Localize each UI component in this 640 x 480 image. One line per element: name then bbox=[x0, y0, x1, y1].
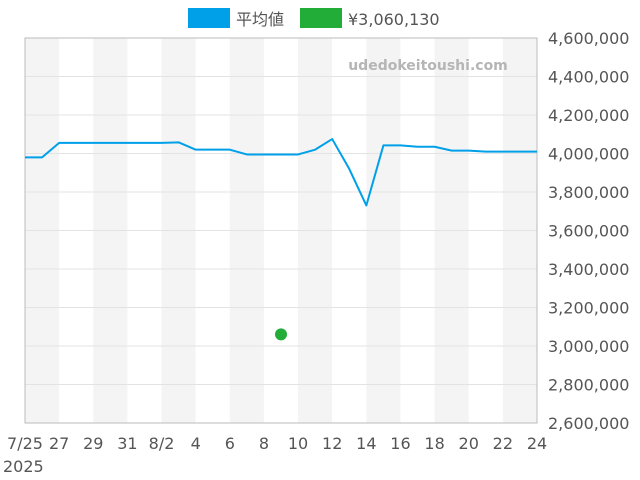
y-tick-label: 3,600,000 bbox=[548, 222, 629, 241]
x-year-label: 2025 bbox=[3, 457, 44, 476]
x-tick-label: 29 bbox=[83, 434, 103, 453]
series-line-average bbox=[25, 138, 537, 207]
x-axis: 7/25 27 29 31 8/2 4 6 8 10 12 14 16 18 20 22 24 2025 bbox=[3, 434, 547, 476]
x-tick-label: 8/2 bbox=[149, 434, 175, 453]
x-tick-label: 16 bbox=[390, 434, 410, 453]
legend-label-price[interactable]: ¥3,060,130 bbox=[348, 10, 440, 29]
x-tick-label: 4 bbox=[191, 434, 201, 453]
x-tick-label: 20 bbox=[459, 434, 479, 453]
y-tick-label: 3,400,000 bbox=[548, 260, 629, 279]
x-tick-label: 12 bbox=[322, 434, 342, 453]
x-tick-label: 14 bbox=[356, 434, 376, 453]
y-tick-label: 4,200,000 bbox=[548, 106, 629, 125]
x-tick-label: 31 bbox=[117, 434, 137, 453]
plot-border bbox=[24, 37, 538, 424]
x-tick-label: 24 bbox=[527, 434, 547, 453]
legend-swatch-price[interactable] bbox=[300, 8, 342, 28]
y-tick-label: 4,600,000 bbox=[548, 29, 629, 48]
series-layer bbox=[25, 138, 537, 341]
x-tick-label: 22 bbox=[493, 434, 513, 453]
x-tick-label: 8 bbox=[259, 434, 269, 453]
y-tick-label: 2,800,000 bbox=[548, 376, 629, 395]
y-tick-label: 4,400,000 bbox=[548, 68, 629, 87]
legend: 平均値 ¥3,060,130 bbox=[188, 8, 440, 29]
y-tick-label: 3,200,000 bbox=[548, 299, 629, 318]
x-tick-label: 18 bbox=[424, 434, 444, 453]
legend-label-average[interactable]: 平均値 bbox=[236, 10, 284, 29]
y-tick-label: 2,600,000 bbox=[548, 414, 629, 433]
y-tick-label: 3,000,000 bbox=[548, 337, 629, 356]
legend-swatch-average[interactable] bbox=[188, 8, 230, 28]
x-tick-label: 10 bbox=[288, 434, 308, 453]
price-point[interactable] bbox=[275, 328, 287, 341]
y-tick-label: 3,800,000 bbox=[548, 183, 629, 202]
y-tick-label: 4,000,000 bbox=[548, 145, 629, 164]
watermark-text: udedokeitoushi.com bbox=[348, 58, 508, 74]
x-tick-label: 7/25 bbox=[7, 434, 43, 453]
y-axis: 2,600,000 2,800,000 3,000,000 3,200,000 3,40… bbox=[548, 29, 629, 433]
x-tick-label: 6 bbox=[225, 434, 235, 453]
x-tick-label: 27 bbox=[49, 434, 69, 453]
